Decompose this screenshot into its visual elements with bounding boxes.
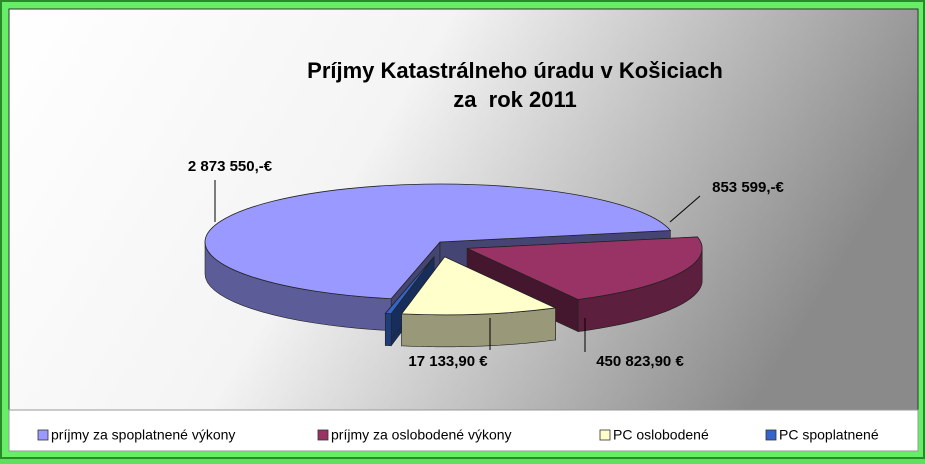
legend-swatch (37, 429, 49, 441)
leader-line (669, 195, 701, 223)
slice-top (384, 256, 435, 315)
legend-label: príjmy za spoplatnené výkony (51, 427, 235, 443)
slice-top (400, 256, 557, 316)
chart-title: Príjmy Katastrálneho úradu v Košiciach (307, 58, 723, 83)
data-label: 2 873 550,-€ (188, 158, 273, 175)
data-label: 17 133,90 € (408, 353, 488, 370)
legend-label: príjmy za oslobodené výkony (331, 427, 512, 443)
slice-top (466, 236, 703, 300)
chart-title: za rok 2011 (453, 87, 577, 112)
slice-wall (384, 313, 392, 347)
slice-top (204, 183, 672, 300)
labels: 2 873 550,-€ 853 599,-€ 450 823,90 € 17 133… (188, 158, 785, 370)
legend-swatch (317, 429, 329, 441)
legend-swatch (599, 429, 611, 441)
data-label: 450 823,90 € (596, 353, 684, 370)
pie (204, 183, 703, 348)
data-label: 853 599,-€ (712, 179, 784, 196)
legend-label: PC spoplatnené (779, 427, 879, 443)
legend: príjmy za spoplatnené výkony príjmy za os… (37, 427, 879, 443)
legend-label: PC oslobodené (613, 427, 709, 443)
slice (466, 236, 703, 332)
slice (400, 255, 557, 348)
legend-swatch (765, 429, 777, 441)
